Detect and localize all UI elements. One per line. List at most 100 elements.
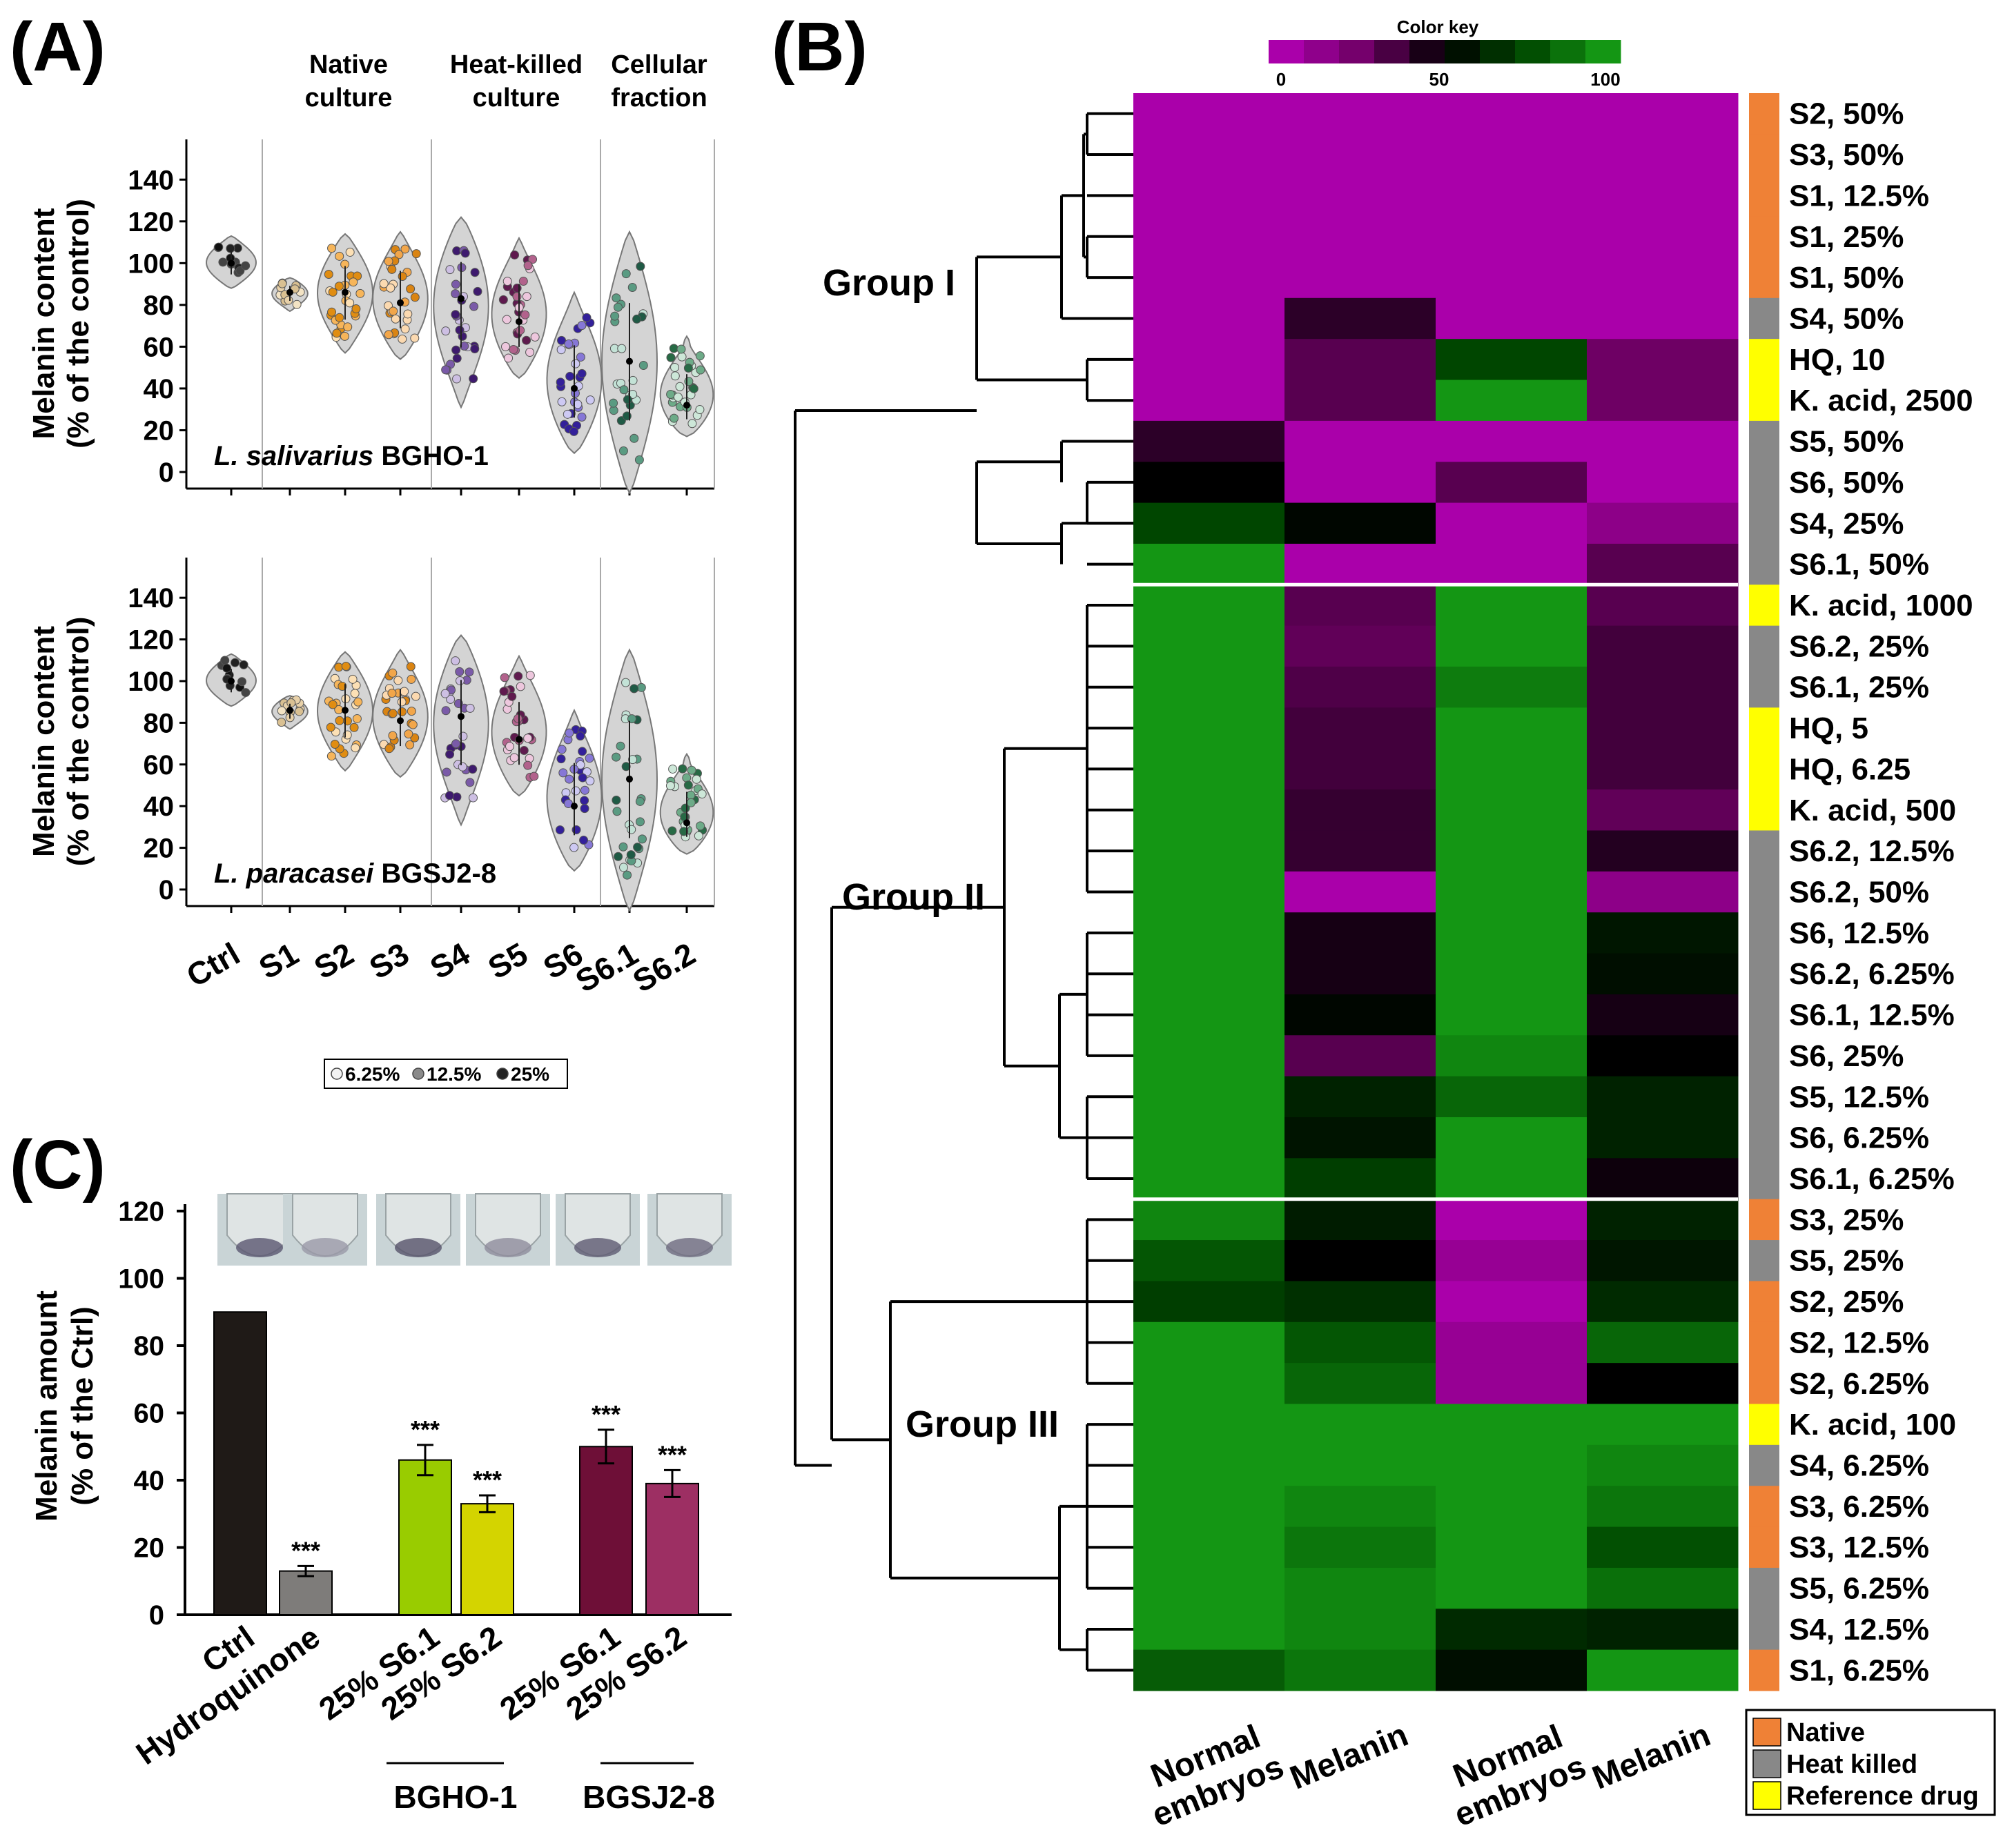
data-point <box>678 764 687 774</box>
data-point <box>514 671 523 681</box>
group-label: Group I <box>823 262 955 304</box>
row-label: S3, 6.25% <box>1789 1490 1929 1524</box>
heatmap-cell <box>1133 257 1285 299</box>
embryo-pellet <box>302 1238 349 1257</box>
row-label: S3, 12.5% <box>1789 1531 1929 1564</box>
data-point <box>619 385 629 395</box>
data-point <box>444 791 454 800</box>
heatmap-cell <box>1587 339 1739 381</box>
data-point <box>379 279 389 288</box>
category-bar-segment <box>1749 871 1779 913</box>
heatmap-cell <box>1587 871 1739 913</box>
row-label: S2, 6.25% <box>1789 1367 1929 1401</box>
data-point <box>451 739 461 749</box>
heatmap-cell <box>1436 216 1587 257</box>
data-point <box>452 792 462 802</box>
category-bar-segment <box>1749 994 1779 1036</box>
data-point <box>520 310 530 320</box>
data-point <box>614 852 623 861</box>
data-point <box>576 731 585 741</box>
significance-marker: *** <box>658 1440 687 1468</box>
color-key-swatch <box>1304 40 1340 63</box>
median-marker <box>286 707 293 714</box>
y-tick-label: 100 <box>128 667 174 697</box>
data-point <box>338 681 347 691</box>
concentration-legend: 6.25% 12.5% 25% <box>324 1059 568 1089</box>
data-point <box>683 780 693 790</box>
data-point <box>214 242 224 252</box>
data-point <box>686 798 696 807</box>
data-point <box>441 706 451 716</box>
data-point <box>505 742 514 751</box>
heatmap-cell <box>1284 93 1436 135</box>
heatmap-cell <box>1436 1281 1587 1323</box>
heatmap-cell <box>1587 93 1739 135</box>
heatmap-cell <box>1133 1321 1285 1364</box>
data-point <box>569 843 579 852</box>
category-bar-segment <box>1749 789 1779 831</box>
data-point <box>577 412 587 422</box>
data-point <box>629 684 639 694</box>
data-point <box>326 751 336 761</box>
heatmap-cell <box>1587 1158 1739 1200</box>
heatmap-cell <box>1133 1035 1285 1077</box>
data-point <box>635 817 645 827</box>
category-legend-swatch <box>1752 1749 1781 1778</box>
heatmap-cell <box>1587 584 1739 627</box>
median-marker <box>397 299 404 306</box>
bar <box>279 1570 333 1615</box>
heatmap-cell <box>1133 707 1285 749</box>
heatmap-panel: Color key 0 50 100 S2, 50% S3, 50% S1, 12.5% S1… <box>794 17 1996 1834</box>
heatmap-cell <box>1284 1199 1436 1241</box>
category-bar-segment <box>1749 1649 1779 1691</box>
category-legend-label: Heat killed <box>1786 1750 1917 1779</box>
data-point <box>498 295 508 304</box>
heatmap-cell <box>1436 1117 1587 1159</box>
heatmap-cell <box>1133 667 1285 708</box>
dendrogram <box>794 112 1133 1672</box>
category-bar-segment <box>1749 1486 1779 1528</box>
heatmap-cell <box>1284 175 1436 217</box>
data-point <box>398 707 407 716</box>
heatmap-cell <box>1436 134 1587 176</box>
data-point <box>585 754 594 763</box>
category-bar-segment <box>1749 1158 1779 1200</box>
data-point <box>612 807 622 816</box>
panel-label-c: (C) <box>10 1126 106 1203</box>
data-point <box>618 842 628 852</box>
category-bar-segment <box>1749 1117 1779 1159</box>
data-point <box>677 352 687 362</box>
category-bar-segment <box>1749 584 1779 627</box>
row-label: HQ, 5 <box>1789 711 1868 745</box>
median-marker <box>626 357 633 365</box>
group-label: Group III <box>906 1404 1059 1445</box>
heatmap-cell <box>1436 1404 1587 1446</box>
data-point <box>384 330 393 340</box>
heatmap-cell <box>1284 462 1436 504</box>
data-point <box>585 776 595 786</box>
heatmap-cell <box>1436 1444 1587 1486</box>
row-label: S1, 50% <box>1789 261 1904 295</box>
data-point <box>353 697 363 707</box>
data-point <box>407 707 416 716</box>
y-tick-label: 40 <box>144 374 175 404</box>
category-legend-box <box>1745 1709 1996 1816</box>
data-point <box>334 662 344 672</box>
heatmap-cell <box>1436 789 1587 831</box>
x-category-label: S5 <box>482 936 534 986</box>
data-point <box>612 293 621 303</box>
data-point <box>406 662 416 671</box>
data-point <box>636 262 645 271</box>
category-bar-segment <box>1749 1363 1779 1404</box>
data-point <box>525 347 535 357</box>
data-point <box>666 390 676 400</box>
data-point <box>473 286 482 296</box>
row-label: S3, 25% <box>1789 1203 1904 1237</box>
y-tick-label: 140 <box>128 583 174 613</box>
data-point <box>241 261 251 271</box>
data-point <box>345 298 355 308</box>
y-tick-label: 80 <box>144 708 175 738</box>
heatmap-cell <box>1587 1240 1739 1281</box>
data-point <box>629 433 639 443</box>
data-point <box>455 325 465 335</box>
